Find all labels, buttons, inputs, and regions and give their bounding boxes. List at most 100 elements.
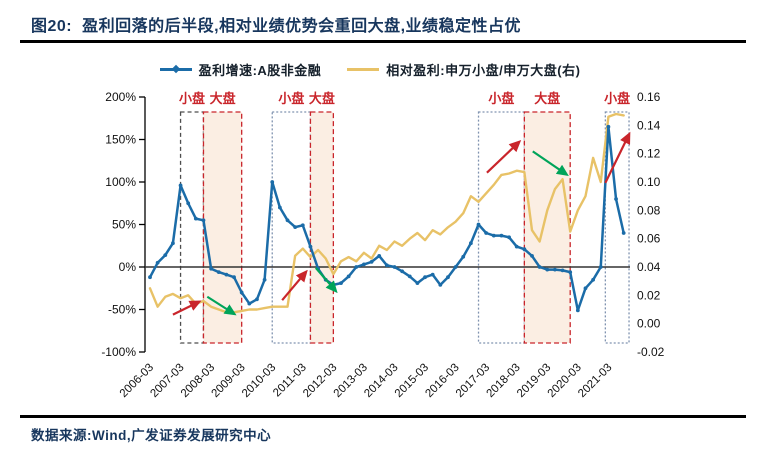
phase-region-box [477, 111, 526, 344]
footer-divider [20, 415, 746, 418]
figure-title-text: 盈利回落的后半段,相对业绩优势会重回大盘,业绩稳定性占优 [82, 18, 522, 35]
profit-growth-marker [247, 301, 252, 306]
up-trend-arrow [486, 139, 522, 174]
profit-growth-marker [560, 268, 565, 273]
profit-growth-marker [545, 267, 550, 272]
phase-region-box [604, 111, 630, 344]
phase-region-label: 小盘 [179, 91, 205, 106]
left-axis-tick-label: 200% [105, 90, 136, 104]
profit-growth-marker [453, 265, 458, 269]
profit-growth-marker [621, 231, 626, 235]
profit-growth-marker [606, 124, 611, 129]
blue-line-marker-icon [159, 64, 192, 74]
figure-label: 图20: [31, 18, 73, 35]
down-trend-arrow [314, 267, 338, 294]
profit-growth-marker [186, 201, 191, 206]
right-axis-tick-label: 0.08 [637, 203, 661, 217]
x-axis-tick-label: 2021-03 [576, 362, 614, 400]
profit-growth-marker [484, 231, 489, 235]
phase-region-label: 小盘 [604, 91, 630, 106]
profit-growth-marker [530, 254, 534, 258]
profit-growth-marker [468, 241, 473, 246]
left-axis-tick-label: 0% [119, 260, 137, 274]
profit-growth-marker [377, 254, 382, 258]
title-divider [20, 40, 746, 43]
profit-growth-marker [400, 269, 405, 274]
chart-legend: 盈利增速:A股非金融 相对盈利:申万小盘/申万大盘(右) [60, 60, 680, 79]
right-axis-tick-label: 0.04 [637, 260, 661, 274]
profit-growth-marker [522, 247, 527, 252]
profit-growth-marker [591, 277, 596, 282]
profit-growth-marker [430, 272, 435, 277]
profit-growth-marker [178, 183, 183, 188]
right-axis-tick-label: 0.16 [637, 90, 661, 104]
legend-item-relative-profit: 相对盈利:申万小盘/申万大盘(右) [347, 60, 580, 79]
right-axis-tick-label: 0.10 [637, 175, 661, 189]
phase-region-label: 小盘 [278, 91, 304, 106]
data-source: 数据来源:Wind,广发证券发展研究中心 [31, 428, 272, 443]
profit-growth-marker [262, 277, 267, 282]
legend-label: 盈利增速:A股非金融 [198, 63, 322, 78]
right-axis-tick-label: 0.12 [637, 147, 661, 161]
profit-growth-marker [216, 270, 221, 274]
profit-growth-marker [461, 254, 466, 259]
profit-growth-marker [201, 218, 206, 223]
profit-growth-marker [193, 216, 198, 221]
profit-growth-marker [575, 308, 580, 313]
profit-growth-marker [239, 290, 244, 295]
profit-growth-marker [285, 218, 290, 223]
profit-growth-marker [171, 241, 175, 246]
profit-growth-marker [438, 283, 443, 287]
down-trend-arrow [206, 295, 237, 316]
up-trend-arrow [281, 269, 308, 301]
profit-growth-marker [224, 272, 229, 277]
profit-growth-marker [300, 223, 305, 228]
profit-growth-marker [354, 265, 359, 269]
phase-region-box [309, 111, 335, 344]
right-axis-tick-label: 0.00 [637, 317, 661, 331]
profit-growth-marker [255, 297, 259, 302]
profit-growth-marker [614, 197, 618, 201]
left-axis-tick-label: 150% [105, 133, 136, 147]
phase-region-box [202, 111, 243, 344]
profit-growth-marker [415, 281, 420, 285]
right-axis-tick-label: 0.06 [637, 232, 661, 246]
up-trend-arrow [172, 300, 202, 316]
down-trend-arrow [532, 150, 569, 177]
profit-growth-marker [568, 270, 573, 274]
phase-region-label: 小盘 [488, 91, 514, 106]
profit-growth-marker [583, 286, 588, 291]
x-axis-tick-label: 2010-03 [240, 362, 278, 400]
profit-growth-marker [148, 275, 152, 280]
profit-growth-marker [346, 274, 351, 279]
profit-growth-marker [209, 266, 214, 271]
profit-growth-marker [499, 233, 504, 238]
profit-growth-marker [407, 274, 412, 279]
gold-line-marker-icon [347, 68, 380, 71]
profit-growth-marker [232, 275, 236, 280]
profit-growth-marker [155, 260, 160, 265]
phase-region-label: 大盘 [534, 91, 560, 106]
profit-growth-marker [293, 225, 298, 230]
profit-growth-marker [362, 262, 366, 267]
right-axis-tick-label: 0.02 [637, 288, 661, 302]
profit-growth-marker [491, 233, 496, 238]
profit-growth-marker [277, 205, 282, 210]
left-axis-tick-label: -100% [101, 345, 136, 359]
profit-growth-marker [514, 244, 519, 249]
profit-growth-marker [537, 265, 542, 269]
profit-growth-marker [423, 275, 427, 280]
left-axis-tick-label: 50% [112, 218, 136, 232]
profit-growth-marker [392, 265, 397, 269]
left-axis-tick-label: -50% [108, 303, 136, 317]
profit-growth-marker [598, 265, 603, 269]
profit-growth-marker [507, 235, 511, 240]
profit-growth-marker [476, 222, 481, 227]
right-axis-tick-label: 0.14 [637, 118, 661, 132]
profit-growth-marker [163, 253, 168, 257]
right-axis-tick-label: -0.02 [637, 345, 665, 359]
profit-growth-marker [270, 180, 275, 184]
up-trend-arrow [604, 131, 631, 184]
left-axis-tick-label: 100% [105, 175, 136, 189]
